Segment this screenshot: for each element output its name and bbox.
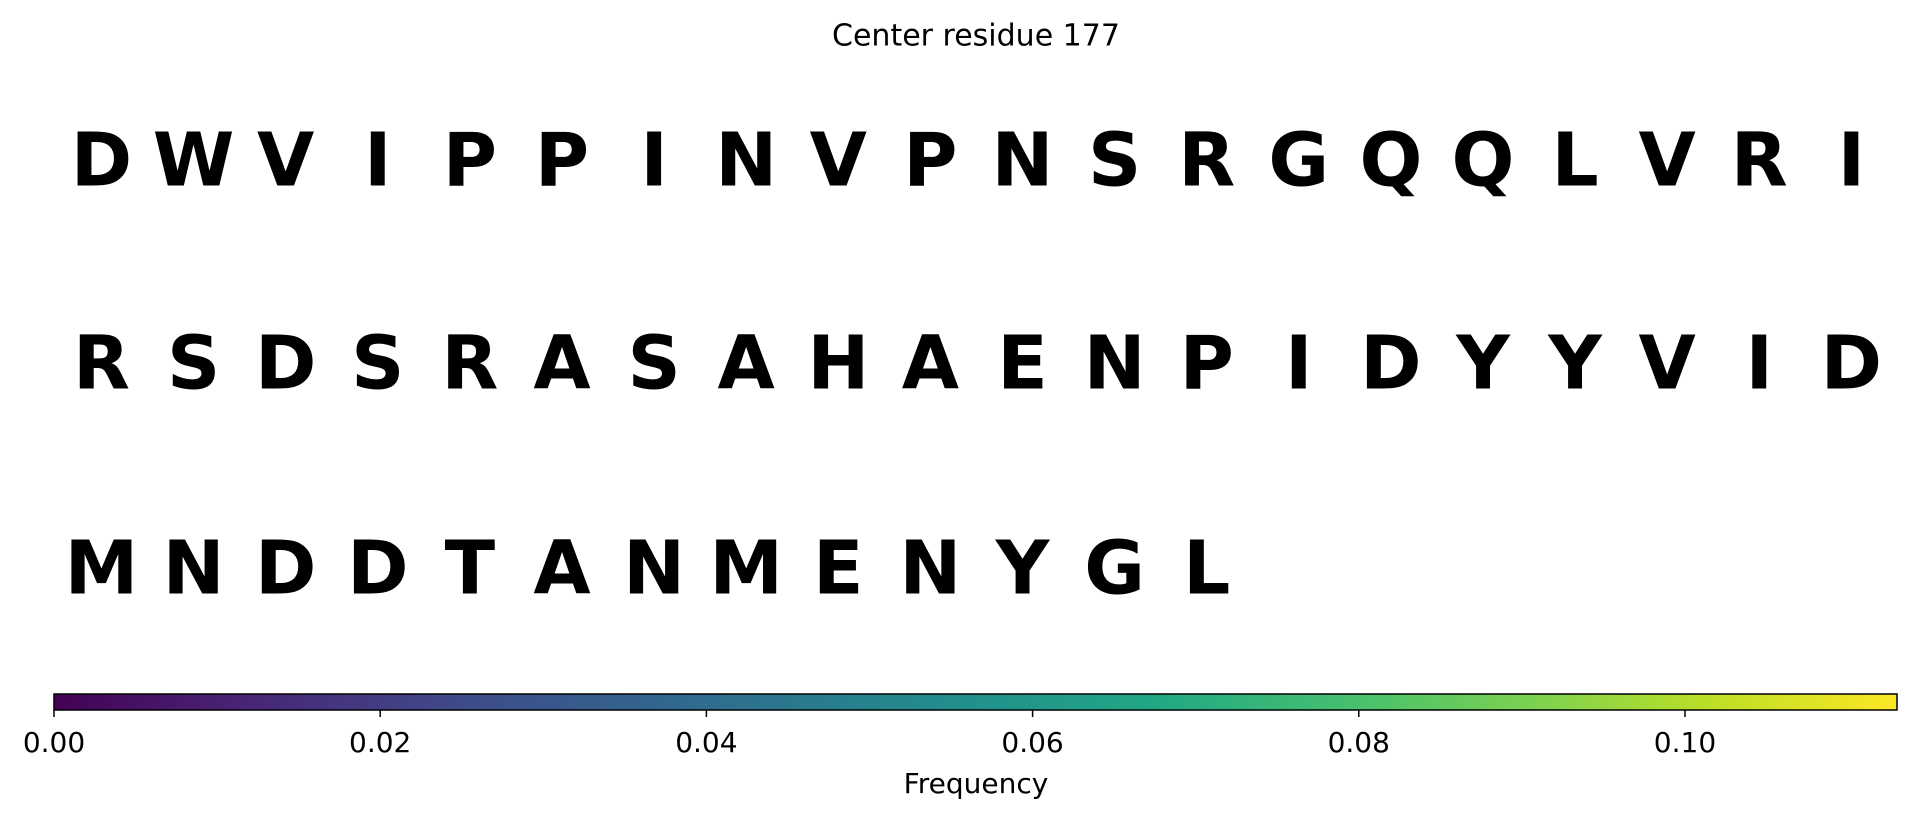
residue: A [718,321,775,407]
residue: D [255,526,316,612]
residue: P [903,118,957,204]
residue: R [73,321,130,407]
colorbar [53,693,1898,711]
residue: N [899,526,961,612]
residue: V [810,118,867,204]
residue: N [623,526,685,612]
residue: E [813,526,864,612]
residue: N [992,118,1054,204]
residue: I [1838,118,1866,204]
residue: M [65,526,139,612]
residue: S [1088,118,1141,204]
residue: I [1746,321,1774,407]
colorbar-tick-label: 0.10 [1654,726,1716,759]
colorbar-tick-label: 0.08 [1328,726,1390,759]
residue: I [364,118,392,204]
residue: T [445,526,496,612]
residue: D [347,526,408,612]
residue: E [997,321,1048,407]
residue: D [1821,321,1882,407]
colorbar-tick-label: 0.06 [1001,726,1063,759]
residue: L [1183,526,1230,612]
residue: Y [1547,321,1603,407]
residue: L [1552,118,1599,204]
residue: D [1360,321,1421,407]
residue: P [535,118,589,204]
residue: M [709,526,783,612]
residue: A [533,526,590,612]
residue: N [163,526,225,612]
residue: Y [995,526,1051,612]
residue: D [255,321,316,407]
residue: G [1084,526,1145,612]
residue: Q [1452,118,1515,204]
residue: V [1639,118,1696,204]
residue: W [153,118,235,204]
residue: V [1639,321,1696,407]
residue: I [640,118,668,204]
residue: Y [1455,321,1511,407]
residue: S [627,321,680,407]
residue: V [257,118,314,204]
residue: H [807,321,869,407]
residue: P [443,118,497,204]
residue: A [533,321,590,407]
colorbar-tick-label: 0.02 [349,726,411,759]
residue: G [1268,118,1329,204]
residue: N [715,118,777,204]
residue: R [1731,118,1788,204]
residue: P [1180,321,1234,407]
colorbar-tick-label: 0.00 [23,726,85,759]
colorbar-tick-label: 0.04 [675,726,737,759]
residue: A [902,321,959,407]
residue: Q [1359,118,1422,204]
residue: N [1084,321,1146,407]
residue: D [71,118,132,204]
residue: S [351,321,404,407]
chart-title: Center residue 177 [832,19,1120,54]
residue: R [441,321,498,407]
colorbar-label: Frequency [904,767,1049,800]
residue: S [167,321,220,407]
residue: R [1178,118,1235,204]
residue: I [1285,321,1313,407]
